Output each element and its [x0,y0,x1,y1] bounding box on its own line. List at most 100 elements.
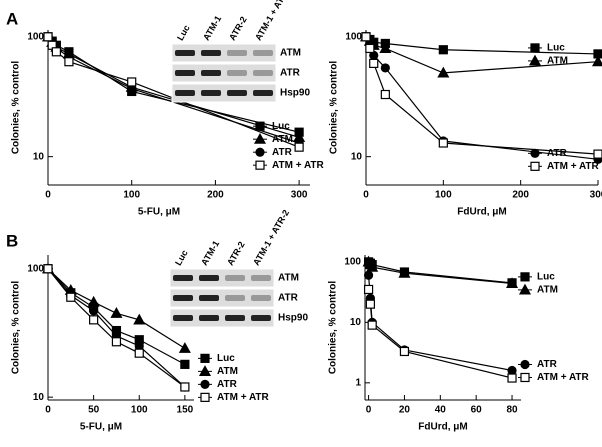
x-tick-label: 0 [45,405,51,416]
y-axis-label: Colonies, % control [328,281,339,375]
legend-label: ATM + ATR [537,372,590,383]
blot-band [173,295,193,301]
y-axis-label: Colonies, % control [329,61,340,155]
blot-row-label: ATR [280,68,301,79]
marker [64,57,74,67]
x-axis-label: 5-FU, μM [138,207,180,218]
y-tick-label: 10 [351,151,363,162]
marker [89,315,99,325]
x-tick-label: 40 [435,405,447,416]
blot-band [175,50,195,56]
legend-label: ATM + ATR [217,392,270,403]
legend-label: ATM [217,366,238,377]
marker [593,149,602,159]
x-tick-label: 100 [435,190,452,201]
blot-band [251,275,271,281]
blot-band [201,70,221,76]
series-line [367,289,513,379]
x-tick-label: 0 [366,405,372,416]
marker [134,348,144,358]
marker [366,260,379,272]
lane-label: Luc [175,23,192,42]
blot-row [171,83,277,103]
marker [380,63,390,73]
lane-label: ATM-1 [199,239,221,267]
blot-row [171,43,277,63]
blot-band [201,90,221,96]
panel-label: B [6,231,18,250]
legend-label: ATM + ATR [272,160,325,171]
blot-band [251,295,271,301]
x-tick-label: 150 [177,405,194,416]
marker [89,306,99,316]
legend-marker [530,43,540,53]
blot-band [173,315,193,321]
marker [363,270,374,280]
blot-band [199,275,219,281]
blot-row [169,288,275,308]
legend-marker [530,148,540,158]
x-tick-label: 50 [88,405,100,416]
y-axis-label: Colonies, % control [11,281,22,375]
legend-label: Luc [547,43,565,54]
marker [127,77,137,87]
y-tick-label: 100 [344,257,361,268]
lane-label: ATR-2 [225,240,247,267]
legend-marker [520,272,530,282]
legend-marker [200,353,210,363]
legend-marker [530,161,540,171]
series-line [47,268,186,349]
marker [110,307,123,318]
legend-marker [255,147,265,157]
legend-label: Luc [272,121,290,132]
marker [111,337,122,347]
blot-band [253,50,273,56]
x-tick-label: 300 [590,190,602,201]
marker [363,284,374,295]
y-tick-label: 100 [345,31,362,42]
legend-marker [520,359,530,370]
legend-label: ATM [547,56,568,67]
legend-marker [518,283,532,295]
blot-band [227,90,247,96]
legend-label: Luc [537,272,555,283]
marker [506,277,519,289]
marker [180,359,190,369]
y-tick-label: 10 [350,317,362,328]
legend-label: ATM + ATR [547,161,600,172]
blot-row-label: ATM [280,48,301,59]
blot-row-label: Hsp90 [278,313,308,324]
blot-band [175,90,195,96]
marker [437,66,450,78]
marker [591,55,602,67]
marker [398,266,411,278]
marker [133,313,146,325]
marker [365,299,375,309]
legend-label: ATR [272,147,293,158]
marker [399,346,410,357]
legend-marker [528,54,542,66]
marker [365,43,375,54]
blot-band [227,70,247,76]
lane-label: Luc [173,248,190,267]
legend-label: ATM [272,134,293,145]
x-tick-label: 0 [363,190,369,201]
blot-band [201,50,221,56]
marker [438,45,448,55]
blot-row-label: ATM [278,273,299,284]
marker [180,382,190,392]
blot-row-label: ATR [278,293,299,304]
lane-label: ATM-1 + ATR-2 [251,208,291,267]
x-tick-label: 80 [506,405,518,416]
legend-marker [255,160,265,170]
series-line [367,275,513,372]
y-axis-label: Colonies, % control [11,61,22,155]
blot-row [171,63,277,83]
x-tick-label: 0 [45,190,51,201]
blot-band [225,295,245,301]
series-line [47,268,186,388]
marker [438,138,448,148]
x-tick-label: 20 [399,405,411,416]
marker [178,342,191,353]
